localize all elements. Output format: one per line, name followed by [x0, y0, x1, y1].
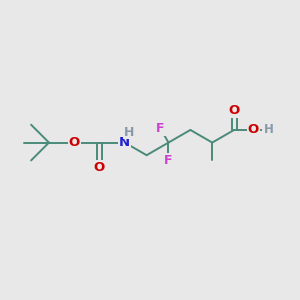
Text: O: O	[94, 161, 105, 174]
Text: H: H	[124, 126, 134, 139]
Text: O: O	[229, 104, 240, 117]
Text: F: F	[164, 154, 173, 167]
Text: H: H	[263, 123, 273, 136]
Text: F: F	[156, 122, 165, 135]
Text: N: N	[119, 136, 130, 149]
Text: O: O	[69, 136, 80, 149]
Text: O: O	[248, 123, 259, 136]
